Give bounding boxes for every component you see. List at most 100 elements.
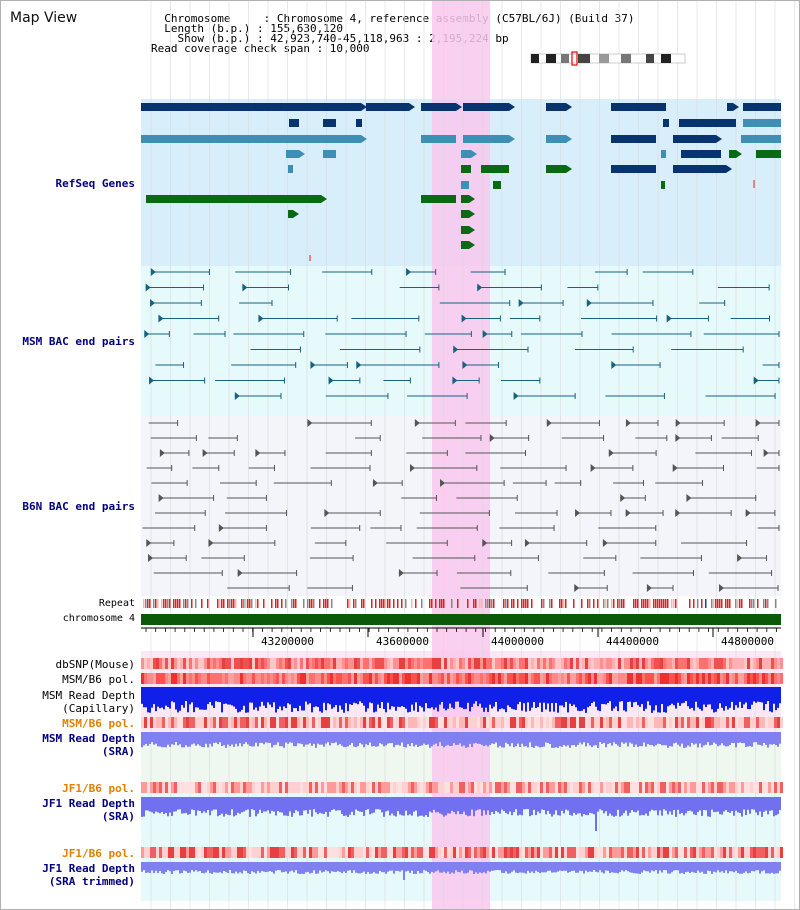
msm-sra-depth-bar xyxy=(243,732,245,745)
jf1-pol2-cell xyxy=(606,847,609,858)
jf1-sra-depth-bar xyxy=(721,797,723,815)
dbsnp-label[interactable]: dbSNP(Mouse) xyxy=(55,658,135,671)
msm-capillary-depth-bar xyxy=(561,687,563,706)
jf1-sra-depth-bar xyxy=(449,797,451,814)
jf1-trimmed-depth-bar xyxy=(217,862,219,873)
msm-pol2-cell xyxy=(615,717,618,728)
msm-capillary-depth-bar xyxy=(325,687,327,711)
msm-capillary-depth-bar xyxy=(455,687,457,702)
jf1-trimmed-depth-bar xyxy=(163,862,165,874)
msm-capillary-depth-bar xyxy=(297,687,299,712)
msm-capillary-depth-bar xyxy=(705,687,707,708)
repeat-mark xyxy=(705,599,707,608)
jf1-pol-cell xyxy=(345,782,348,793)
jf1-trimmed-depth-bar xyxy=(617,862,619,874)
jf1-pol2-cell xyxy=(303,847,306,858)
repeat-mark xyxy=(155,599,157,608)
msm-sra-depth-bar xyxy=(659,732,661,744)
jf1-pol-cell xyxy=(684,782,687,793)
strand-arrow xyxy=(293,210,299,218)
msm-sra-depth-bar xyxy=(679,732,681,747)
msm-sra-depth-bar xyxy=(755,732,757,743)
repeat-mark xyxy=(147,599,149,608)
jf1-pol2-cell xyxy=(381,847,384,858)
jf1-trimmed-depth-bar xyxy=(195,862,197,871)
msm-pol-cell xyxy=(201,673,204,684)
msm-capillary-depth-bar xyxy=(689,687,691,709)
msm-capillary-depth-bar xyxy=(315,687,317,707)
jf1-b6-pol-label[interactable]: JF1/B6 pol. xyxy=(62,782,135,795)
gene-exon-block xyxy=(323,119,336,127)
msm-capillary-depth-bar xyxy=(577,687,579,711)
b6n-bac-label[interactable]: B6N BAC end pairs xyxy=(22,500,135,513)
msm-pol2-cell xyxy=(204,717,207,728)
msm-pol-cell xyxy=(171,673,174,684)
repeat-mark xyxy=(291,599,293,608)
msm-capillary-depth-bar xyxy=(357,687,359,705)
jf1-trimmed-depth-bar xyxy=(487,862,489,871)
jf1-sra-depth-bar xyxy=(327,797,329,817)
msm-sra-depth-bar xyxy=(675,732,677,743)
jf1-sra-depth-bar xyxy=(417,797,419,817)
jf1-pol-cell xyxy=(465,782,468,793)
jf1-pol2-cell xyxy=(654,847,657,858)
msm-capillary-depth-bar xyxy=(447,687,449,709)
repeat-mark xyxy=(593,599,595,608)
msm-read-depth-sra-label[interactable]: MSM Read Depth (SRA) xyxy=(42,732,135,758)
msm-capillary-depth-bar xyxy=(477,687,479,707)
jf1-sra-depth-bar xyxy=(647,797,649,816)
msm-sra-depth-bar xyxy=(485,732,487,746)
ideogram-band xyxy=(621,54,631,63)
msm-pol2-cell xyxy=(750,717,753,728)
jf1-pol-cell xyxy=(666,782,669,793)
repeat-mark xyxy=(693,599,695,608)
dbsnp-cell xyxy=(249,658,252,669)
jf1-trimmed-depth-bar xyxy=(615,862,617,873)
jf1-pol2-cell xyxy=(576,847,579,858)
msm-bac-label[interactable]: MSM BAC end pairs xyxy=(22,335,135,348)
jf1-trimmed-depth-bar xyxy=(557,862,559,872)
msm-b6-pol-sra-label[interactable]: MSM/B6 pol. xyxy=(62,717,135,730)
msm-pol2-cell xyxy=(753,717,756,728)
msm-pol2-cell xyxy=(573,717,576,728)
repeat-mark xyxy=(443,599,445,608)
jf1-b6-pol-2-label[interactable]: JF1/B6 pol. xyxy=(62,847,135,860)
msm-sra-depth-bar xyxy=(747,732,749,747)
msm-pol2-cell xyxy=(261,717,264,728)
msm-sra-depth-bar xyxy=(613,732,615,743)
refseq-genes-label[interactable]: RefSeq Genes xyxy=(55,177,135,190)
jf1-trimmed-depth-bar xyxy=(543,862,545,873)
jf1-trimmed-depth-bar xyxy=(169,862,171,872)
msm-capillary-depth-bar xyxy=(491,687,493,709)
jf1-sra-depth-bar xyxy=(617,797,619,810)
jf1-trimmed-depth-bar xyxy=(461,862,463,871)
msm-sra-depth-bar xyxy=(153,732,155,745)
chromosome-ideogram[interactable] xyxy=(530,51,686,66)
msm-sra-depth-bar xyxy=(411,732,413,744)
msm-sra-depth-bar xyxy=(729,732,731,745)
jf1-trimmed-depth-bar xyxy=(619,862,621,873)
jf1-trimmed-depth-bar xyxy=(445,862,447,874)
msm-capillary-depth-bar xyxy=(377,687,379,705)
jf1-read-depth-trimmed-label[interactable]: JF1 Read Depth (SRA trimmed) xyxy=(42,862,135,888)
jf1-read-depth-sra-label[interactable]: JF1 Read Depth (SRA) xyxy=(42,797,135,823)
msm-sra-depth-bar xyxy=(549,732,551,745)
jf1-sra-depth-bar xyxy=(463,797,465,812)
jf1-sra-depth-bar xyxy=(399,797,401,815)
jf1-pol-cell xyxy=(441,782,444,793)
jf1-sra-depth-bar xyxy=(603,797,605,814)
jf1-pol2-cell xyxy=(177,847,180,858)
msm-pol-cell xyxy=(393,673,396,684)
msm-capillary-depth-bar xyxy=(717,687,719,709)
msm-pol-cell xyxy=(339,673,342,684)
jf1-pol-cell xyxy=(393,782,396,793)
jf1-sra-depth-bar xyxy=(359,797,361,812)
msm-read-depth-capillary-label[interactable]: MSM Read Depth (Capillary) xyxy=(42,689,135,715)
msm-capillary-depth-bar xyxy=(489,687,491,705)
dbsnp-cell xyxy=(501,658,504,669)
dbsnp-cell xyxy=(471,658,474,669)
dbsnp-cell xyxy=(636,658,639,669)
jf1-pol2-cell xyxy=(417,847,420,858)
msm-b6-pol-label[interactable]: MSM/B6 pol. xyxy=(62,673,135,686)
jf1-pol2-cell xyxy=(585,847,588,858)
